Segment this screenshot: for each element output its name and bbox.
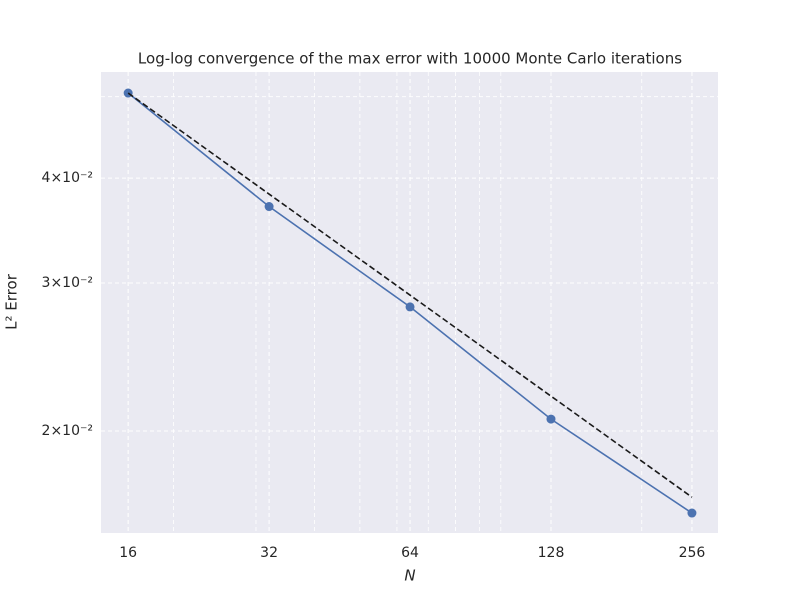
x-axis-label: N (404, 567, 415, 585)
data-point (546, 414, 556, 424)
series-line (127, 92, 693, 498)
y-tick-label: 4×10⁻² (42, 170, 93, 186)
data-point (687, 508, 697, 518)
chart-title: Log-log convergence of the max error wit… (138, 50, 682, 68)
x-tick-label: 16 (119, 545, 137, 561)
x-tick-label: 256 (679, 545, 706, 561)
y-tick-label: 3×10⁻² (42, 275, 93, 291)
x-tick-label: 32 (260, 545, 278, 561)
y-tick-label: 2×10⁻² (42, 423, 93, 439)
y-axis-label: L² Error (3, 273, 21, 330)
x-tick-label: 64 (401, 545, 419, 561)
data-point (405, 302, 415, 312)
x-tick-label: 128 (538, 545, 565, 561)
data-point (264, 202, 274, 212)
